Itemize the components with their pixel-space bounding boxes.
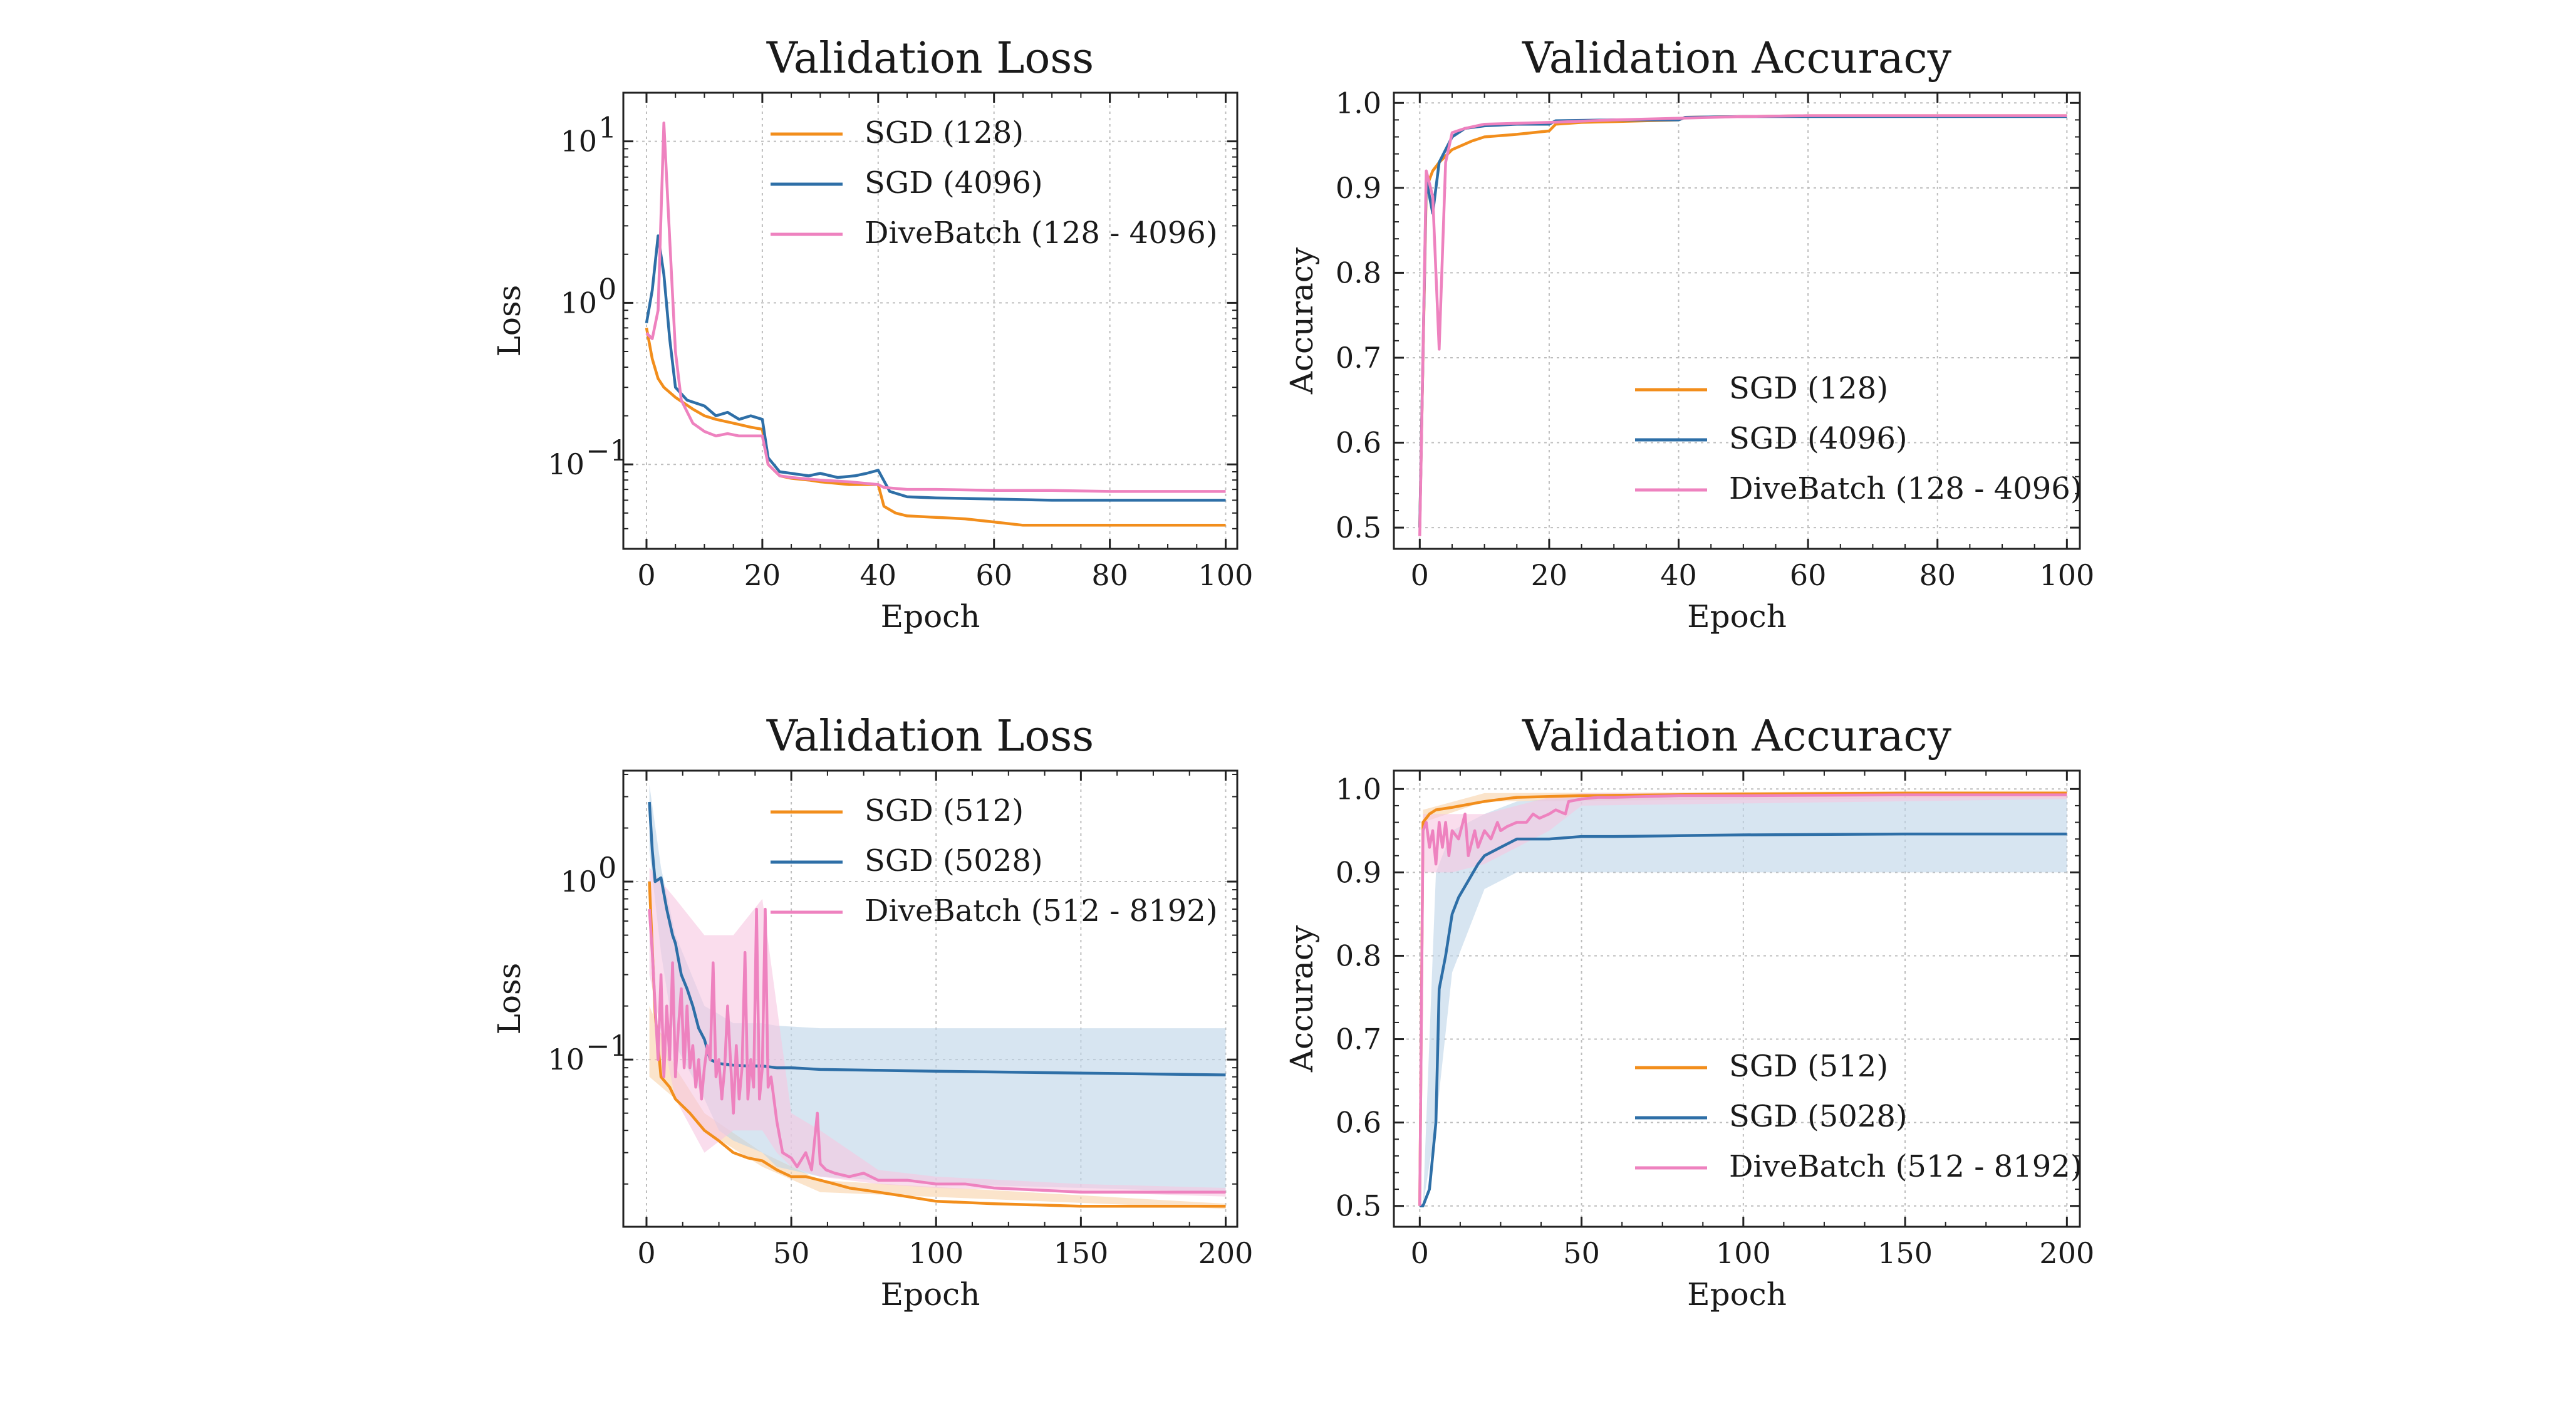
- x-tick-label: 100: [2039, 558, 2094, 592]
- x-tick-label: 0: [637, 558, 655, 592]
- axes-frame: [1393, 769, 2081, 1228]
- y-tick-exponent: −1: [586, 1029, 628, 1063]
- legend-label: SGD (512): [865, 793, 1024, 828]
- axes-frame: [622, 91, 1239, 550]
- chart-title: Validation Loss: [766, 34, 1094, 83]
- legend: SGD (128) SGD (4096) DiveBatch (128 - 4096…: [771, 115, 1218, 251]
- y-tick-label: 1.0: [1336, 772, 1381, 806]
- y-tick-exponent: 0: [598, 851, 616, 885]
- x-tick-label: 60: [1790, 558, 1827, 592]
- chart-title: Validation Accuracy: [1522, 712, 1952, 761]
- chart-panel-2: 0 20 40 60 80 100 0.5 0.6 0.7 0.8 0.9 1.0 Validation…: [1284, 34, 2094, 635]
- legend-label: SGD (128): [1729, 371, 1888, 406]
- legend: SGD (128) SGD (4096) DiveBatch (128 - 4096…: [1635, 371, 2082, 506]
- y-tick-label: 0.8: [1336, 939, 1381, 972]
- y-tick-label: 0.6: [1336, 426, 1381, 460]
- y-tick-label: 0.9: [1336, 171, 1381, 205]
- legend: SGD (512) SGD (5028) DiveBatch (512 - 8192…: [1635, 1049, 2082, 1184]
- series-line-blue: [645, 234, 1226, 502]
- x-tick-label: 0: [1411, 558, 1429, 592]
- y-tick-label: 10: [548, 447, 584, 481]
- axes-frame: [622, 769, 1239, 1228]
- plot-area: [1418, 114, 2067, 536]
- band-pink: [649, 867, 1226, 1197]
- x-tick-label: 200: [2039, 1236, 2094, 1270]
- y-tick-label: 0.8: [1336, 256, 1381, 289]
- legend-label: SGD (4096): [1729, 421, 1908, 456]
- axes-frame: [1393, 91, 2081, 550]
- legend-label: SGD (5028): [865, 843, 1043, 878]
- x-axis-label: Epoch: [881, 598, 980, 635]
- legend-label: SGD (4096): [865, 165, 1043, 200]
- x-tick-label: 40: [1660, 558, 1697, 592]
- y-tick-label: 0.7: [1336, 1023, 1381, 1056]
- x-tick-label: 20: [744, 558, 781, 592]
- legend-label: SGD (512): [1729, 1049, 1888, 1084]
- chart-title: Validation Accuracy: [1522, 34, 1952, 83]
- y-axis-label: Accuracy: [1284, 247, 1320, 395]
- legend-label: SGD (128): [865, 115, 1024, 150]
- plot-area: [648, 784, 1226, 1209]
- series-line-pink: [648, 907, 1226, 1194]
- legend-label: SGD (5028): [1729, 1099, 1908, 1134]
- y-tick-label: 0.5: [1336, 1189, 1381, 1223]
- y-tick-label: 10: [560, 125, 597, 159]
- y-tick-label: 10: [560, 865, 597, 898]
- series-line-blue: [1420, 832, 2067, 1207]
- series-line-pink: [1418, 114, 2067, 536]
- y-axis-label: Loss: [491, 285, 527, 357]
- x-tick-label: 50: [773, 1236, 810, 1270]
- y-tick-exponent: 1: [598, 111, 616, 145]
- legend-label: DiveBatch (512 - 8192): [865, 893, 1218, 929]
- legend-label: DiveBatch (128 - 4096): [865, 216, 1218, 251]
- series-line-pink: [645, 121, 1226, 493]
- y-axis-label: Loss: [491, 963, 527, 1035]
- x-tick-label: 40: [860, 558, 897, 592]
- band-blue: [649, 784, 1226, 1192]
- series-line-orange: [1418, 791, 2067, 1206]
- chart-title: Validation Loss: [766, 712, 1094, 761]
- y-tick-exponent: −1: [586, 434, 628, 467]
- plot-area: [645, 121, 1226, 527]
- y-tick-label: 0.6: [1336, 1106, 1381, 1140]
- x-tick-label: 80: [1919, 558, 1956, 592]
- y-tick-label: 10: [560, 286, 597, 320]
- legend: SGD (512) SGD (5028) DiveBatch (512 - 8192…: [771, 793, 1218, 929]
- y-tick-exponent: 0: [598, 272, 616, 306]
- x-tick-label: 100: [908, 1236, 963, 1270]
- x-tick-label: 50: [1563, 1236, 1600, 1270]
- x-axis-label: Epoch: [1687, 598, 1787, 635]
- y-tick-label: 0.5: [1336, 511, 1381, 544]
- x-tick-label: 100: [1198, 558, 1254, 592]
- legend-label: DiveBatch (512 - 8192): [1729, 1149, 2082, 1184]
- y-tick-label: 1.0: [1336, 86, 1381, 120]
- x-tick-label: 80: [1091, 558, 1128, 592]
- legend-label: DiveBatch (128 - 4096): [1729, 471, 2082, 506]
- x-tick-label: 60: [975, 558, 1012, 592]
- chart-panel-4: 0 50 100 150 200 0.5 0.6 0.7 0.8 0.9 1.0 Validation…: [1284, 712, 2094, 1313]
- x-tick-label: 20: [1531, 558, 1568, 592]
- x-tick-label: 150: [1877, 1236, 1933, 1270]
- y-tick-label: 10: [548, 1043, 584, 1076]
- x-axis-label: Epoch: [881, 1276, 980, 1313]
- x-axis-label: Epoch: [1687, 1276, 1787, 1313]
- x-tick-label: 150: [1053, 1236, 1108, 1270]
- series-line-orange: [648, 882, 1226, 1208]
- x-tick-label: 100: [1716, 1236, 1771, 1270]
- x-tick-label: 0: [637, 1236, 655, 1270]
- x-tick-label: 200: [1198, 1236, 1254, 1270]
- plot-area: [1418, 790, 2067, 1207]
- x-tick-label: 0: [1411, 1236, 1429, 1270]
- series-line-pink: [1418, 793, 2067, 1206]
- y-tick-label: 0.9: [1336, 855, 1381, 889]
- y-tick-label: 0.7: [1336, 341, 1381, 375]
- y-axis-label: Accuracy: [1284, 925, 1320, 1073]
